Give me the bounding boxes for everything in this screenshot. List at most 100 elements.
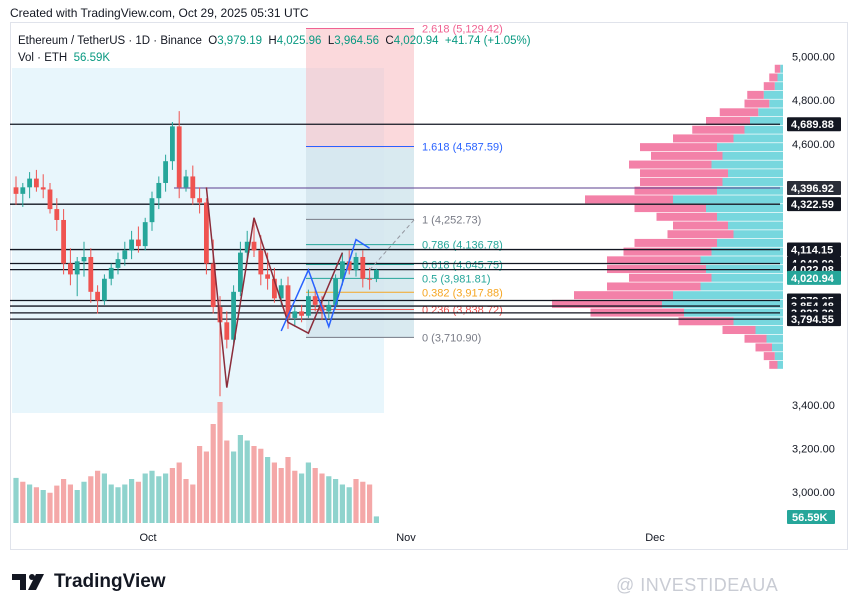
volume-profile-up-bar bbox=[769, 99, 783, 108]
fib-level-label: 0.5 (3,981.81) bbox=[422, 273, 491, 285]
volume-profile-down-bar bbox=[744, 99, 770, 108]
caption: Created with TradingView.com, Oct 29, 20… bbox=[10, 6, 309, 20]
price-badge bbox=[787, 242, 841, 257]
volume-profile-down-bar bbox=[640, 177, 723, 186]
volume-profile-up-bar bbox=[755, 326, 783, 335]
volume-profile-down-bar bbox=[656, 212, 717, 221]
volume-profile-up-bar bbox=[777, 360, 783, 369]
volume-bar bbox=[312, 468, 318, 523]
volume-bar bbox=[319, 473, 325, 523]
candle-body bbox=[13, 187, 19, 194]
candle-body bbox=[346, 261, 352, 271]
candle-body bbox=[312, 296, 318, 305]
volume-profile-down-bar bbox=[634, 186, 717, 195]
y-axis-tick: 3,400.00 bbox=[792, 400, 835, 412]
price-badge-label: 4,114.15 bbox=[791, 245, 833, 257]
volume-bar bbox=[108, 484, 114, 523]
volume-bar bbox=[346, 487, 352, 523]
tradingview-logo[interactable]: TradingView bbox=[12, 571, 166, 593]
volume-profile-up-bar bbox=[717, 186, 783, 195]
candle-body bbox=[108, 267, 114, 279]
candle-body bbox=[68, 263, 73, 275]
volume-profile-up-bar bbox=[711, 160, 783, 169]
open-label: O bbox=[208, 35, 218, 47]
candle-body bbox=[340, 261, 345, 279]
volume-bar bbox=[353, 479, 359, 523]
volume-bar bbox=[33, 487, 39, 523]
volume-profile-up-bar bbox=[700, 282, 783, 291]
volume-bar bbox=[61, 479, 67, 523]
volume-bar bbox=[373, 516, 379, 523]
volume-profile-up-bar bbox=[700, 256, 783, 265]
volume-profile-down-bar bbox=[763, 352, 775, 361]
fib-level-label: 0.618 (4,045.75) bbox=[422, 259, 503, 271]
volume-profile-up-bar bbox=[711, 247, 783, 256]
candle-body bbox=[81, 256, 87, 262]
y-axis-tick: 4,600.00 bbox=[792, 139, 835, 151]
volume-profile-down-bar bbox=[769, 73, 778, 82]
volume-profile-down-bar bbox=[744, 334, 767, 343]
volume-profile-up-bar bbox=[766, 334, 783, 343]
high-label: H bbox=[268, 35, 277, 47]
candle-body bbox=[142, 222, 148, 247]
volume-bar bbox=[176, 462, 182, 523]
low-value: 3,964.56 bbox=[334, 35, 380, 47]
candle-body bbox=[183, 176, 189, 188]
candle-body bbox=[278, 285, 284, 299]
price-badge bbox=[787, 197, 841, 212]
candle-body bbox=[360, 256, 366, 279]
fib-level-label: 0.382 (3,917.88) bbox=[422, 287, 503, 299]
volume-profile-up-bar bbox=[728, 221, 783, 230]
volume-bar bbox=[95, 470, 101, 523]
volume-profile-down-bar bbox=[607, 256, 701, 265]
volume-profile-down-bar bbox=[640, 169, 728, 178]
volume-bar bbox=[20, 481, 26, 523]
open-value: 3,979.19 bbox=[217, 35, 262, 47]
candle-body bbox=[74, 261, 80, 275]
volume-bar bbox=[54, 485, 60, 523]
symbol-label[interactable]: Ethereum / TetherUS · 1D · Binance bbox=[18, 35, 202, 47]
candle-body bbox=[149, 198, 155, 223]
volume-profile-up-bar bbox=[733, 134, 783, 143]
candle-body bbox=[176, 126, 182, 188]
price-badge bbox=[787, 312, 841, 327]
volume-profile-down-bar bbox=[651, 151, 723, 160]
volume-profile-up-bar bbox=[774, 352, 783, 361]
volume-profile-up-bar bbox=[780, 64, 783, 73]
volume-profile-down-bar bbox=[629, 160, 712, 169]
volume-profile-down-bar bbox=[769, 360, 778, 369]
candle-body bbox=[34, 178, 39, 188]
volume-bar bbox=[190, 484, 196, 523]
fib-level-label: 1.618 (4,587.59) bbox=[422, 141, 503, 153]
candle-body bbox=[367, 278, 372, 280]
volume-profile-down-bar bbox=[607, 282, 701, 291]
volume-bar bbox=[13, 477, 19, 523]
candle-body bbox=[136, 239, 141, 247]
volume-profile-up-bar bbox=[673, 195, 783, 204]
price-badge bbox=[787, 117, 841, 132]
volume-bar bbox=[292, 470, 298, 523]
volume-bar bbox=[135, 481, 141, 523]
volume-profile-down-bar bbox=[722, 326, 756, 335]
volume-profile-up-bar bbox=[728, 169, 783, 178]
volume-bar bbox=[333, 479, 339, 523]
y-axis-tick: 3,200.00 bbox=[792, 444, 835, 456]
volume-profile-down-bar bbox=[763, 82, 775, 91]
candle-body bbox=[61, 219, 66, 264]
volume-profile-up-bar bbox=[763, 90, 783, 99]
price-badge-label: 4,396.92 bbox=[791, 183, 834, 195]
close-label: C bbox=[385, 35, 394, 47]
volume-profile-down-bar bbox=[673, 134, 734, 143]
volume-profile-down-bar bbox=[673, 221, 728, 230]
volume-label[interactable]: Vol · ETH bbox=[18, 52, 68, 64]
volume-bar bbox=[224, 440, 230, 523]
volume-profile-up-bar bbox=[750, 117, 783, 126]
volume-bar bbox=[326, 476, 332, 523]
volume-bar bbox=[367, 484, 373, 523]
volume-bar bbox=[237, 435, 243, 523]
volume-bar bbox=[360, 481, 366, 523]
volume-profile-up-bar bbox=[744, 125, 783, 134]
volume-bar bbox=[101, 473, 107, 523]
volume-bar bbox=[129, 479, 135, 523]
